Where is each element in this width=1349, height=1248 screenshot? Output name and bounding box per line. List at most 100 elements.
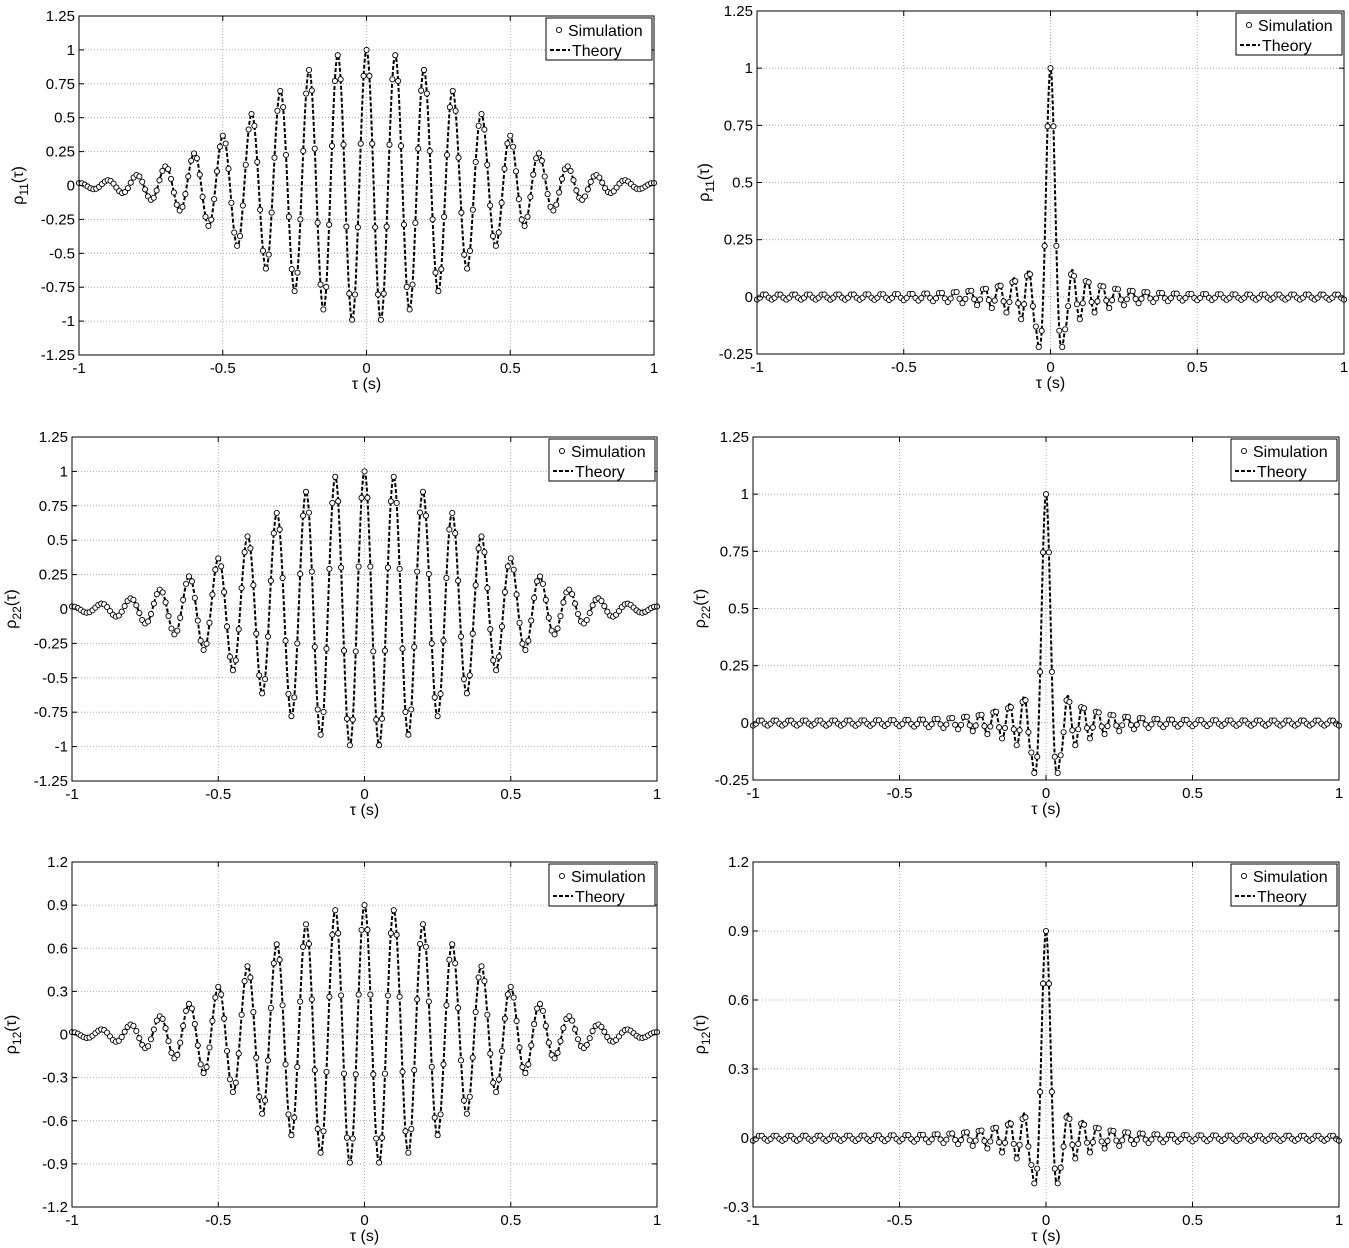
- simulation-point: [355, 991, 362, 998]
- simulation-point: [542, 596, 549, 603]
- simulation-point: [1057, 1164, 1064, 1171]
- simulation-point: [955, 1141, 962, 1148]
- simulation-point: [1045, 980, 1052, 987]
- y-tick-label: 0.6: [47, 940, 68, 957]
- x-tick-label: 0.5: [500, 1212, 521, 1229]
- simulation-point: [572, 1026, 579, 1033]
- simulation-point: [583, 1041, 590, 1048]
- simulation-point: [395, 77, 402, 85]
- simulation-point: [968, 287, 975, 294]
- simulation-point: [400, 221, 407, 228]
- y-axis-label: ρ12(τ): [692, 1015, 713, 1054]
- simulation-point: [264, 633, 272, 640]
- simulation-point: [360, 72, 367, 79]
- simulation-point: [288, 713, 295, 720]
- simulation-point: [177, 1039, 184, 1046]
- legend: Simulation Theory: [1235, 12, 1343, 56]
- simulation-point: [1056, 327, 1063, 334]
- simulation-point: [1053, 242, 1060, 249]
- simulation-point: [311, 1067, 318, 1074]
- simulation-point: [987, 723, 994, 730]
- y-tick-label: 0.3: [728, 1061, 749, 1078]
- simulation-point: [411, 643, 418, 650]
- simulation-point: [208, 216, 215, 223]
- simulation-point: [1026, 271, 1034, 278]
- simulation-point: [556, 189, 563, 196]
- simulation-point: [560, 1025, 567, 1032]
- simulation-point: [1116, 728, 1123, 735]
- simulation-point: [305, 66, 313, 73]
- simulation-point: [384, 992, 391, 999]
- simulation-point: [495, 1076, 503, 1083]
- legend-box: [1235, 12, 1343, 56]
- simulation-point: [302, 488, 310, 495]
- simulation-point: [1088, 298, 1095, 306]
- simulation-point: [317, 731, 324, 738]
- simulation-point: [387, 498, 394, 505]
- simulation-point: [572, 600, 579, 607]
- simulation-point: [1054, 769, 1061, 776]
- simulation-point: [949, 1130, 956, 1137]
- simulation-point: [251, 122, 258, 129]
- x-tick-label: 1: [650, 360, 658, 377]
- simulation-point: [566, 586, 573, 593]
- x-tick-label: 1: [1335, 785, 1343, 802]
- x-tick-label: 0: [360, 1212, 368, 1229]
- simulation-point: [213, 168, 221, 175]
- simulation-point: [409, 281, 416, 288]
- y-tick-label: 0: [60, 1027, 68, 1044]
- simulation-point: [1129, 288, 1136, 295]
- simulation-point: [291, 1114, 298, 1121]
- simulation-point: [174, 627, 181, 634]
- simulation-point: [1037, 668, 1044, 675]
- legend-label-theory: Theory: [1257, 889, 1307, 906]
- y-tick-label: 0.25: [46, 144, 75, 161]
- simulation-point: [241, 549, 248, 556]
- simulation-point: [909, 290, 916, 297]
- simulation-point: [1091, 309, 1098, 316]
- simulation-point: [223, 1047, 231, 1055]
- simulation-point: [544, 191, 551, 198]
- simulation-point: [231, 229, 238, 236]
- simulation-point: [361, 902, 368, 909]
- simulation-point: [1104, 1137, 1111, 1145]
- simulation-point: [256, 672, 263, 679]
- simulation-point: [1153, 295, 1160, 302]
- chart-panel-p22-wide: -1 -0.5 0 0.5 1 1.25 1 0.75 0.5 0.25 0 -0.25 τ (s) ρ2…: [692, 429, 1343, 818]
- chart-panel-p11-wide: -1 -0.5 0 0.5 1 1.25 1 0.75 0.5 0.25 0 -0.25 τ (s) ρ1…: [696, 3, 1348, 392]
- simulation-point: [434, 1132, 441, 1139]
- simulation-point: [414, 568, 421, 575]
- simulation-point: [165, 1038, 172, 1045]
- simulation-point: [443, 574, 450, 581]
- y-tick-label: -0.5: [49, 245, 75, 262]
- simulation-point: [977, 296, 984, 303]
- simulation-point: [399, 645, 406, 652]
- simulation-point: [1124, 714, 1132, 721]
- simulation-point: [455, 1004, 462, 1012]
- simulation-point: [535, 150, 543, 157]
- simulation-point: [1120, 302, 1127, 309]
- simulation-point: [328, 142, 336, 149]
- simulation-point: [1035, 343, 1042, 350]
- simulation-point: [188, 1005, 195, 1012]
- simulation-point: [302, 921, 310, 928]
- simulation-point: [1135, 300, 1142, 307]
- simulation-point: [1085, 279, 1092, 286]
- y-tick-label: 0.6: [728, 992, 749, 1009]
- x-axis-label: τ (s): [1031, 1228, 1060, 1245]
- simulation-point: [212, 994, 219, 1001]
- y-tick-label: 1: [60, 463, 68, 480]
- simulation-point: [179, 203, 186, 210]
- legend-label-simulation: Simulation: [571, 444, 646, 461]
- simulation-point: [441, 213, 448, 220]
- y-tick-label: -0.25: [719, 346, 753, 363]
- simulation-point: [1013, 742, 1020, 749]
- simulation-point: [279, 1002, 286, 1009]
- simulation-point: [457, 633, 465, 640]
- simulation-point: [932, 295, 940, 302]
- simulation-point: [1031, 1180, 1038, 1187]
- simulation-point: [1138, 295, 1145, 302]
- simulation-point: [1123, 296, 1130, 303]
- simulation-point: [276, 956, 283, 963]
- simulation-point: [376, 742, 383, 749]
